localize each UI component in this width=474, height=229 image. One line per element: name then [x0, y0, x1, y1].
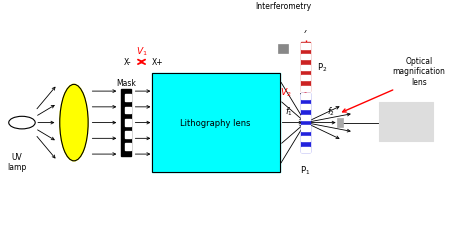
Text: Mask: Mask [116, 78, 136, 87]
Bar [301, 147, 310, 152]
Bar [263, 13, 303, 45]
Bar [301, 44, 310, 49]
Text: Optical
magnification
lens: Optical magnification lens [392, 57, 446, 86]
Bar [126, 107, 131, 114]
Bar [301, 55, 310, 60]
Bar [278, 45, 288, 54]
Text: Interferometry: Interferometry [255, 2, 311, 11]
Text: $f_2$: $f_2$ [328, 105, 336, 117]
Ellipse shape [60, 85, 88, 161]
Bar [379, 103, 433, 141]
Text: Y+: Y+ [300, 93, 311, 102]
Bar [126, 95, 131, 102]
Text: P$_2$: P$_2$ [317, 61, 327, 73]
Bar [126, 119, 131, 126]
Text: Y-: Y- [302, 30, 309, 39]
Text: UV
lamp: UV lamp [8, 152, 27, 172]
Bar [301, 94, 310, 152]
Bar [152, 74, 280, 172]
Bar [126, 144, 131, 150]
Bar [301, 136, 310, 142]
Text: $f_1$: $f_1$ [285, 105, 293, 117]
Bar [126, 132, 131, 138]
Text: CCD
Camera: CCD Camera [391, 112, 421, 132]
Bar [121, 90, 131, 157]
Text: P$_1$: P$_1$ [301, 163, 310, 176]
Bar [152, 74, 280, 172]
Text: $V_1$: $V_1$ [136, 46, 147, 58]
Bar [301, 86, 310, 92]
Bar [301, 115, 310, 120]
Bar [301, 126, 310, 131]
Bar [301, 42, 310, 92]
Bar [301, 94, 310, 99]
Text: X+: X+ [152, 58, 164, 67]
Bar [301, 104, 310, 110]
Bar [337, 119, 343, 128]
Text: X-: X- [124, 58, 131, 67]
Bar [301, 76, 310, 81]
Text: Lithography lens: Lithography lens [181, 119, 251, 128]
Bar [301, 33, 310, 39]
Text: $V_2$: $V_2$ [280, 87, 292, 99]
Bar [301, 65, 310, 71]
